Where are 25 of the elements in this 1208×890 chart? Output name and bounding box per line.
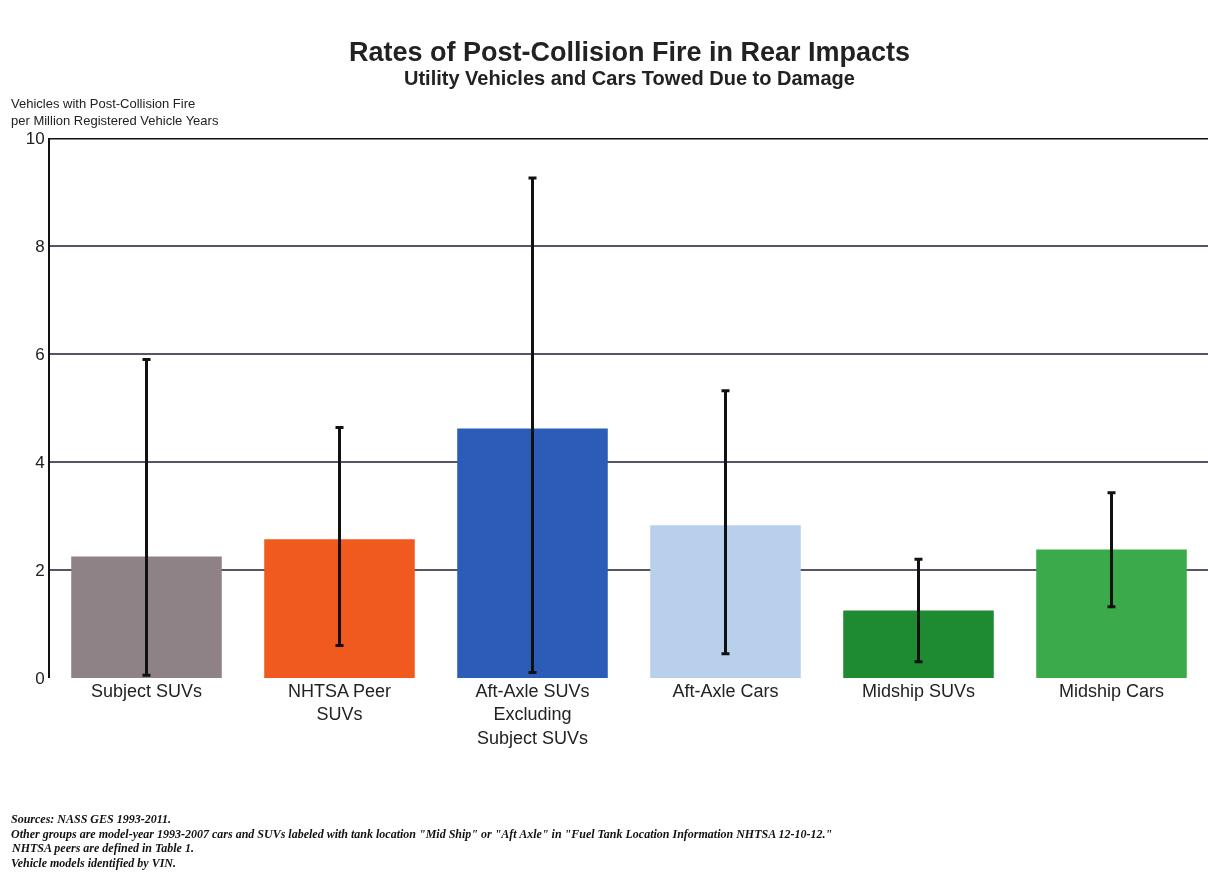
x-tick-label: Aft-Axle Cars	[672, 681, 779, 701]
y-tick-label: 4	[35, 452, 45, 472]
y-axis-title: Vehicles with Post-Collision Fire per Million Registered Vehicle Years	[11, 96, 219, 128]
text: Vehicle models identified by VIN.	[11, 856, 176, 870]
bar	[1036, 549, 1187, 678]
y-tick-label: 6	[35, 344, 45, 364]
y-tick-label: 2	[35, 560, 45, 580]
x-tick-label: Aft-Axle SUVs Excluding Subject SUVs	[475, 681, 590, 748]
chart-title: Rates of Post-Collision Fire in Rear Impacts	[349, 37, 911, 67]
y-tick-label: 8	[35, 236, 45, 256]
x-tick-label: Midship Cars	[1058, 681, 1165, 701]
bar	[650, 525, 801, 678]
source-note: Sources: NASS GES 1993-2011.	[11, 812, 172, 826]
text: NHTSA peers are defined in Table 1.	[11, 841, 194, 855]
bar	[457, 428, 608, 678]
x-tick-label: Midship SUVs	[861, 681, 976, 701]
text: Other groups are model-year 1993-2007 cars and SUVs labeled with tank location "Mid Ship" or "Aft Axle" in "Fuel Tank Location Information NHTSA 12-10-12."	[11, 827, 833, 841]
bar	[843, 610, 994, 678]
x-tick-label: Subject SUVs	[90, 681, 203, 701]
bar	[264, 539, 415, 678]
bar	[71, 556, 222, 678]
x-tick-label: NHTSA Peer SUVs	[287, 681, 392, 725]
chart-subtitle: Utility Vehicles and Cars Towed Due to Damage	[404, 67, 855, 89]
y-tick-label: 0	[35, 668, 45, 688]
y-tick-label: 10	[25, 128, 45, 148]
